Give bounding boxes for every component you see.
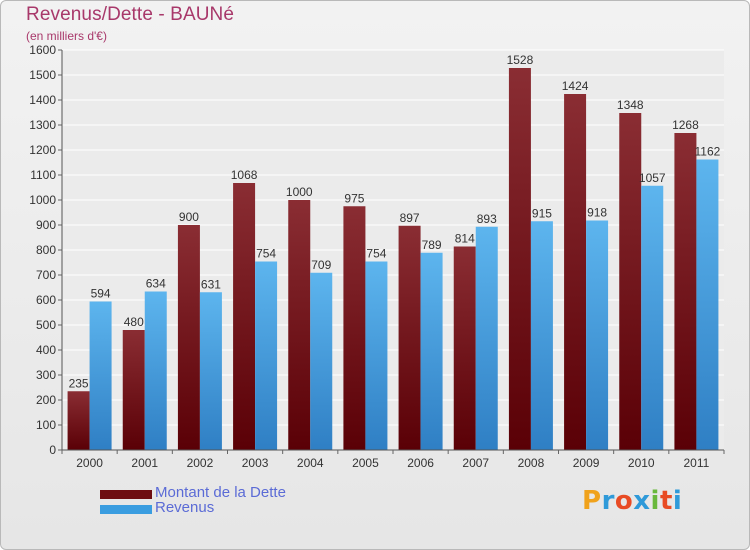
bar-revenus <box>586 220 609 450</box>
bar-revenus <box>530 221 553 450</box>
y-tick-label: 800 <box>36 243 56 257</box>
legend-swatch-dette <box>100 490 152 499</box>
y-tick-label: 1400 <box>29 93 56 107</box>
data-label: 235 <box>69 376 89 390</box>
x-tick-label: 2001 <box>131 456 158 470</box>
logo-letter: i <box>672 486 683 516</box>
data-label: 1162 <box>695 145 721 159</box>
logo-letter: o <box>614 486 634 516</box>
y-tick-label: 600 <box>36 293 56 307</box>
data-label: 754 <box>256 247 276 261</box>
x-tick-label: 2002 <box>187 456 214 470</box>
data-label: 975 <box>344 191 364 205</box>
x-tick-label: 2000 <box>76 456 103 470</box>
bar-dette <box>177 225 200 450</box>
bar-revenus <box>365 261 388 450</box>
x-tick-label: 2003 <box>242 456 269 470</box>
bar-dette <box>122 330 145 450</box>
bar-revenus <box>420 252 443 450</box>
x-tick-label: 2011 <box>684 456 710 470</box>
x-tick-label: 2008 <box>518 456 545 470</box>
x-tick-label: 2010 <box>628 456 655 470</box>
x-tick-label: 2004 <box>297 456 324 470</box>
y-tick-label: 200 <box>36 393 56 407</box>
data-label: 915 <box>532 206 552 220</box>
bar-dette <box>674 133 697 450</box>
bar-revenus <box>89 301 112 450</box>
x-tick-label: 2006 <box>407 456 434 470</box>
y-tick-label: 1000 <box>29 193 56 207</box>
bar-revenus <box>199 292 222 450</box>
x-tick-label: 2005 <box>352 456 379 470</box>
y-tick-label: 400 <box>36 343 56 357</box>
data-label: 789 <box>422 238 442 252</box>
logo-letter: t <box>659 486 673 516</box>
y-tick-label: 1600 <box>29 43 56 57</box>
bar-revenus <box>475 226 498 450</box>
y-tick-label: 900 <box>36 218 56 232</box>
bar-revenus <box>696 159 719 450</box>
y-tick-label: 500 <box>36 318 56 332</box>
chart-subtitle: (en milliers d'€) <box>26 29 107 43</box>
data-label: 893 <box>477 212 497 226</box>
logo-letter: P <box>582 486 602 516</box>
data-label: 1528 <box>507 53 534 67</box>
data-label: 709 <box>311 258 331 272</box>
y-tick-label: 1100 <box>30 168 56 182</box>
bar-dette <box>67 391 90 450</box>
data-label: 1000 <box>286 185 313 199</box>
data-label: 1068 <box>231 168 258 182</box>
bar-dette <box>398 225 421 450</box>
logo-letter: r <box>601 486 615 516</box>
data-label: 918 <box>587 206 607 220</box>
y-tick-label: 0 <box>49 443 56 457</box>
bar-revenus <box>144 291 167 450</box>
legend-swatch-revenus <box>100 505 152 514</box>
data-label: 754 <box>366 247 386 261</box>
data-label: 1057 <box>639 171 666 185</box>
data-label: 814 <box>455 232 475 246</box>
data-label: 480 <box>124 315 144 329</box>
x-tick-label: 2009 <box>573 456 600 470</box>
bar-dette <box>233 183 256 450</box>
bar-dette <box>343 206 366 450</box>
data-label: 631 <box>201 277 221 291</box>
bar-revenus <box>255 261 278 450</box>
legend-label-dette: Montant de la Dette <box>155 484 286 501</box>
proxiti-logo: Proxiti <box>582 486 682 516</box>
bar-dette <box>564 94 587 450</box>
data-label: 1348 <box>617 98 644 112</box>
y-tick-label: 1200 <box>29 143 56 157</box>
bar-dette <box>508 68 531 450</box>
y-tick-label: 700 <box>36 268 56 282</box>
bar-revenus <box>641 185 664 450</box>
data-label: 634 <box>146 277 166 291</box>
y-tick-label: 300 <box>36 368 56 382</box>
bar-dette <box>453 246 476 450</box>
bar-dette <box>619 113 642 450</box>
x-tick-label: 2007 <box>462 456 489 470</box>
data-label: 1424 <box>562 79 589 93</box>
data-label: 594 <box>91 287 111 301</box>
y-tick-label: 1300 <box>29 118 56 132</box>
data-label: 900 <box>179 210 199 224</box>
y-tick-label: 1500 <box>29 68 56 82</box>
data-label: 1268 <box>672 118 699 132</box>
bar-revenus <box>310 272 333 450</box>
legend-label-revenus: Revenus <box>155 499 215 516</box>
chart-title: Revenus/Dette - BAUNé <box>26 4 235 25</box>
bar-dette <box>288 200 311 450</box>
y-tick-label: 100 <box>36 418 56 432</box>
logo-letter: x <box>633 486 651 516</box>
data-label: 897 <box>400 211 420 225</box>
logo-letter: i <box>650 486 660 516</box>
